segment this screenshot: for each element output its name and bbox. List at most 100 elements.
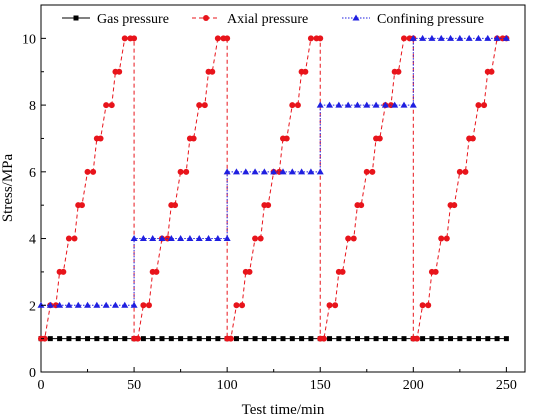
axial-pressure-point: [239, 302, 246, 309]
legend-label-axial-pressure: Axial pressure: [227, 12, 308, 27]
confining-pressure-point: [242, 168, 250, 175]
confining-pressure-point: [484, 34, 492, 41]
confining-pressure-point: [316, 101, 324, 108]
axial-pressure-point: [425, 302, 432, 309]
axial-pressure-point: [116, 68, 123, 75]
legend: Gas pressure Axial pressure Confining pres…: [62, 12, 484, 27]
y-tick-label-1: 2: [29, 299, 36, 314]
gas-pressure-point: [503, 336, 509, 342]
axial-pressure-point: [307, 35, 314, 42]
y-tick-label-2: 4: [29, 233, 36, 248]
confining-pressure-point: [363, 101, 371, 108]
axial-pressure-point: [60, 268, 67, 275]
confining-pressure-point: [465, 34, 473, 41]
gas-pressure-point: [401, 336, 407, 342]
confining-pressure-point: [149, 235, 157, 242]
y-tick-label-0: 0: [29, 366, 36, 381]
axial-pressure-point: [451, 202, 458, 209]
gas-pressure-point: [280, 336, 286, 342]
y-tick-label-4: 8: [29, 99, 36, 114]
axial-pressure-point: [201, 102, 208, 109]
gas-pressure-point: [289, 336, 295, 342]
gas-pressure-point: [392, 336, 398, 342]
axial-pressure-point: [140, 302, 147, 309]
axial-pressure-point: [131, 35, 138, 42]
axial-pressure-point: [103, 102, 110, 109]
axial-pressure-point: [294, 102, 301, 109]
axial-pressure-point: [252, 235, 259, 242]
confining-pressure-point: [493, 34, 501, 41]
axial-pressure-point: [283, 135, 290, 142]
axial-pressure-point: [209, 68, 216, 75]
axial-pressure-point: [224, 35, 231, 42]
axial-pressure-point: [183, 168, 190, 175]
gas-pressure-point: [178, 336, 184, 342]
axial-pressure-point: [414, 335, 421, 342]
gas-pressure-series: [38, 336, 509, 342]
axial-pressure-point: [395, 68, 402, 75]
axial-pressure-point: [456, 168, 463, 175]
legend-marker-confining-pressure: [352, 14, 360, 21]
confining-pressure-point: [130, 235, 138, 242]
confining-pressure-point: [111, 301, 119, 308]
axial-pressure-point: [350, 235, 357, 242]
confining-pressure-point: [65, 301, 73, 308]
gas-pressure-point: [420, 336, 426, 342]
gas-pressure-point: [85, 336, 91, 342]
axial-pressure-point: [339, 268, 346, 275]
axial-pressure-point: [121, 35, 128, 42]
axial-pressure-point: [320, 335, 327, 342]
axial-pressure-point: [177, 168, 184, 175]
axial-pressure-point: [432, 268, 439, 275]
gas-pressure-point: [47, 336, 53, 342]
axial-pressure-point: [363, 168, 370, 175]
gas-pressure-point: [336, 336, 342, 342]
series-layer: [37, 34, 510, 342]
axial-pressure-point: [145, 302, 152, 309]
gas-pressure-point: [66, 336, 72, 342]
confining-pressure-point: [195, 235, 203, 242]
confining-pressure-point: [223, 235, 231, 242]
axial-pressure-point: [196, 102, 203, 109]
axial-pressure-point: [488, 68, 495, 75]
gas-pressure-point: [150, 336, 156, 342]
gas-pressure-point: [327, 336, 333, 342]
confining-pressure-point: [251, 168, 259, 175]
axial-pressure-point: [172, 202, 179, 209]
x-tick-label-2: 100: [217, 378, 238, 393]
gas-pressure-point: [215, 336, 221, 342]
y-tick-label-3: 6: [29, 166, 36, 181]
confining-pressure-point: [307, 168, 315, 175]
axial-pressure-point: [376, 135, 383, 142]
confining-pressure-point: [344, 101, 352, 108]
axial-pressure-point: [317, 35, 324, 42]
axial-pressure-point: [302, 68, 309, 75]
confining-pressure-point: [335, 101, 343, 108]
confining-pressure-point: [74, 301, 82, 308]
axial-pressure-point: [153, 268, 160, 275]
gas-pressure-point: [457, 336, 463, 342]
axis-layer: 0 50 100 150 200 250 0 2 4 6 8 10: [22, 32, 517, 393]
axial-pressure-point: [332, 302, 339, 309]
gas-pressure-point: [448, 336, 454, 342]
gas-pressure-point: [140, 336, 146, 342]
confining-pressure-point: [326, 101, 334, 108]
gas-pressure-point: [485, 336, 491, 342]
confining-pressure-point: [223, 168, 231, 175]
confining-pressure-point: [456, 34, 464, 41]
confining-pressure-point: [409, 101, 417, 108]
legend-label-confining-pressure: Confining pressure: [377, 12, 484, 27]
confining-pressure-point: [502, 34, 510, 41]
confining-pressure-point: [205, 235, 213, 242]
gas-pressure-point: [94, 336, 100, 342]
axial-pressure-point: [289, 102, 296, 109]
confining-pressure-point: [46, 301, 54, 308]
gas-pressure-point: [187, 336, 193, 342]
gas-pressure-point: [354, 336, 360, 342]
axial-pressure-point: [71, 235, 78, 242]
gas-pressure-point: [206, 336, 212, 342]
gas-pressure-point: [233, 336, 239, 342]
gas-pressure-point: [299, 336, 305, 342]
confining-pressure-point: [474, 34, 482, 41]
